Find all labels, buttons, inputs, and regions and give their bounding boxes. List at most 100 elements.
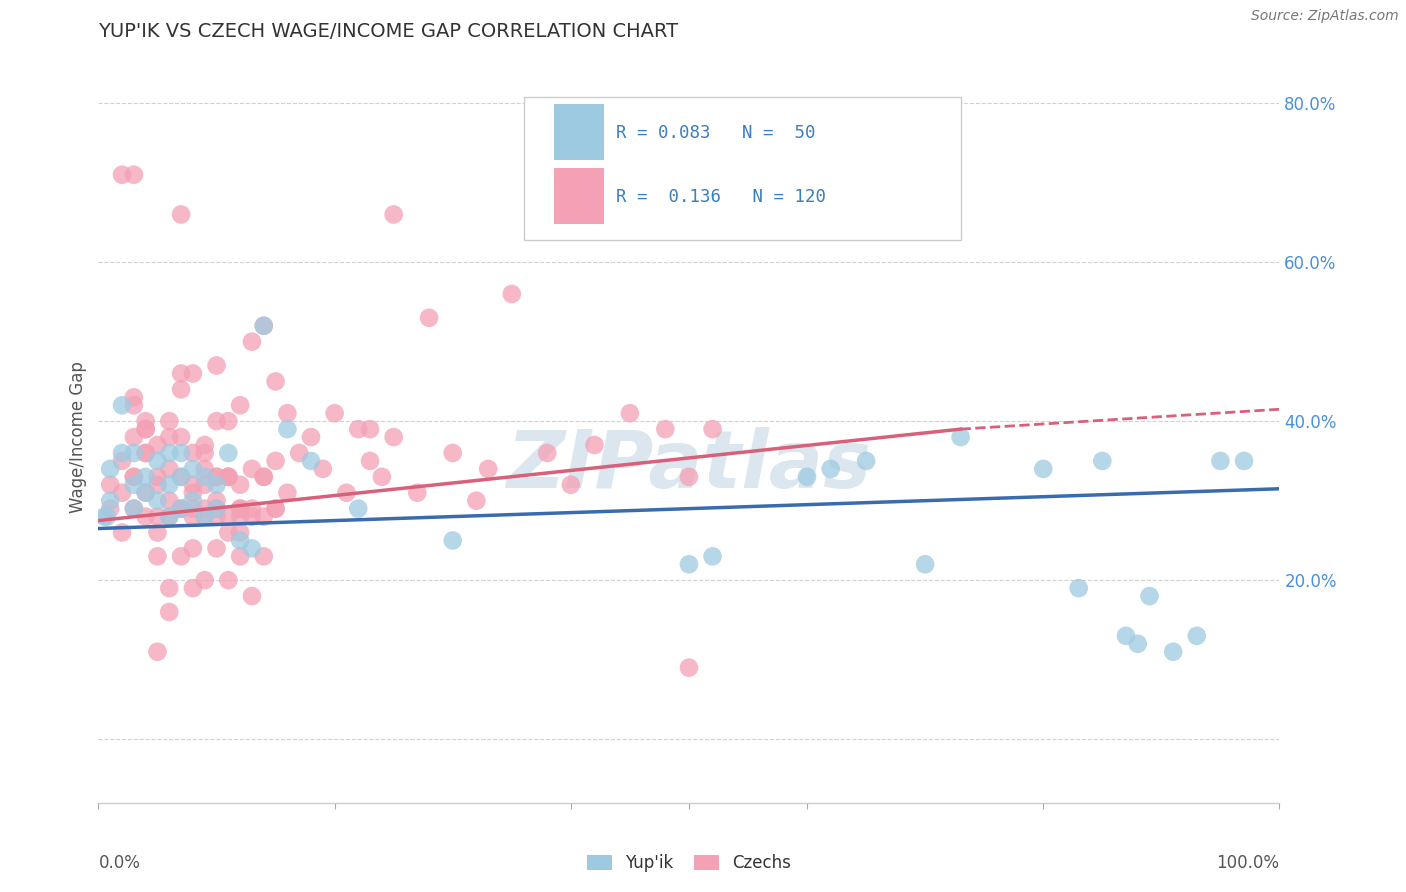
- Point: [229, 501, 252, 516]
- Point: [382, 207, 405, 221]
- Point: [276, 422, 298, 436]
- Point: [146, 454, 169, 468]
- Point: [205, 470, 228, 484]
- Point: [205, 359, 228, 373]
- Point: [288, 446, 311, 460]
- Point: [170, 549, 193, 564]
- Point: [678, 558, 700, 572]
- Text: Source: ZipAtlas.com: Source: ZipAtlas.com: [1251, 9, 1399, 23]
- Text: R =  0.136   N = 120: R = 0.136 N = 120: [616, 188, 825, 206]
- Point: [181, 485, 204, 500]
- Point: [194, 477, 217, 491]
- Text: 0.0%: 0.0%: [98, 854, 141, 872]
- Point: [146, 493, 169, 508]
- Point: [181, 501, 204, 516]
- Point: [146, 470, 169, 484]
- FancyBboxPatch shape: [554, 104, 605, 160]
- Point: [111, 446, 134, 460]
- Point: [170, 207, 193, 221]
- Point: [170, 367, 193, 381]
- Point: [264, 501, 287, 516]
- Point: [796, 470, 818, 484]
- Point: [122, 470, 145, 484]
- Point: [347, 501, 370, 516]
- Point: [194, 509, 217, 524]
- Point: [229, 525, 252, 540]
- Point: [1185, 629, 1208, 643]
- Point: [135, 414, 157, 428]
- Point: [170, 501, 193, 516]
- Point: [181, 446, 204, 460]
- Point: [240, 462, 263, 476]
- Point: [170, 501, 193, 516]
- Text: 100.0%: 100.0%: [1216, 854, 1279, 872]
- Point: [229, 533, 252, 548]
- Point: [170, 383, 193, 397]
- Point: [253, 318, 276, 333]
- Point: [253, 470, 276, 484]
- Point: [194, 438, 217, 452]
- Text: R = 0.083   N =  50: R = 0.083 N = 50: [616, 124, 815, 142]
- Point: [382, 430, 405, 444]
- Point: [146, 549, 169, 564]
- Point: [583, 438, 606, 452]
- Point: [299, 430, 322, 444]
- Point: [181, 462, 204, 476]
- Point: [157, 414, 180, 428]
- Point: [157, 430, 180, 444]
- Point: [217, 525, 239, 540]
- Point: [264, 454, 287, 468]
- Point: [194, 446, 217, 460]
- Point: [122, 501, 145, 516]
- Point: [146, 525, 169, 540]
- Point: [465, 493, 488, 508]
- Point: [181, 541, 204, 556]
- Point: [135, 446, 157, 460]
- Point: [122, 168, 145, 182]
- Text: ZIPatlas: ZIPatlas: [506, 427, 872, 506]
- Point: [501, 287, 523, 301]
- Point: [146, 509, 169, 524]
- Point: [217, 446, 239, 460]
- Point: [135, 422, 157, 436]
- Point: [146, 477, 169, 491]
- Point: [253, 549, 276, 564]
- Point: [406, 485, 429, 500]
- FancyBboxPatch shape: [523, 97, 960, 240]
- Point: [1209, 454, 1232, 468]
- Point: [135, 485, 157, 500]
- Point: [820, 462, 842, 476]
- Point: [181, 367, 204, 381]
- Point: [205, 541, 228, 556]
- Point: [217, 509, 239, 524]
- Point: [949, 430, 972, 444]
- Point: [194, 573, 217, 587]
- Point: [135, 485, 157, 500]
- Point: [122, 390, 145, 404]
- Point: [205, 509, 228, 524]
- Point: [122, 446, 145, 460]
- Point: [111, 525, 134, 540]
- Point: [111, 485, 134, 500]
- Point: [146, 438, 169, 452]
- Point: [253, 509, 276, 524]
- Point: [1161, 645, 1184, 659]
- Point: [194, 470, 217, 484]
- Point: [240, 541, 263, 556]
- Point: [146, 645, 169, 659]
- Point: [347, 422, 370, 436]
- Point: [135, 470, 157, 484]
- Point: [477, 462, 499, 476]
- Point: [194, 501, 217, 516]
- Point: [217, 414, 239, 428]
- Point: [170, 501, 193, 516]
- Point: [157, 509, 180, 524]
- Point: [98, 493, 121, 508]
- Point: [264, 375, 287, 389]
- Point: [240, 334, 263, 349]
- Point: [181, 493, 204, 508]
- Point: [111, 398, 134, 412]
- Point: [205, 501, 228, 516]
- Point: [1139, 589, 1161, 603]
- Point: [170, 470, 193, 484]
